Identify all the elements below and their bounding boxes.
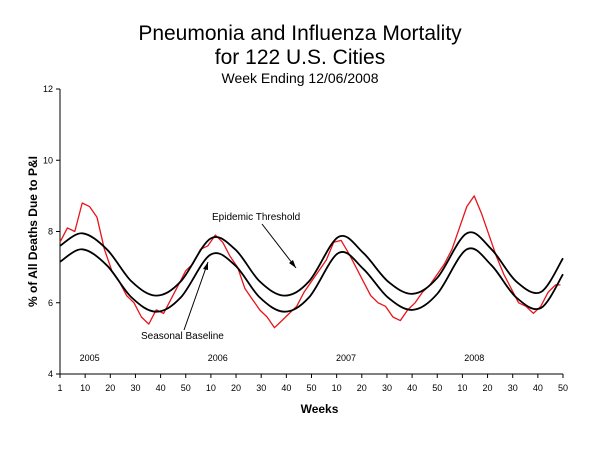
annotation-epidemic-threshold: Epidemic Threshold	[212, 212, 300, 223]
annotation-arrowhead-baseline	[203, 262, 208, 270]
x-tick-label: 10	[457, 383, 467, 393]
chart-axes: 4 6 8 10 12 1 10 20 30 40 50 10 20 30 40 50 10 20 30 40 50 10…	[43, 84, 568, 393]
x-tick-label: 30	[382, 383, 392, 393]
x-tick-label: 20	[231, 383, 241, 393]
x-tick-label: 10	[332, 383, 342, 393]
y-tick-label: 12	[43, 84, 53, 94]
year-label: 2007	[336, 353, 356, 363]
year-label: 2005	[80, 353, 100, 363]
x-tick-label: 50	[181, 383, 191, 393]
chart-subtitle: Week Ending 12/06/2008	[221, 70, 379, 86]
x-tick-label: 40	[156, 383, 166, 393]
y-tick-label: 8	[48, 227, 53, 237]
x-tick-label: 40	[281, 383, 291, 393]
x-tick-label: 30	[256, 383, 266, 393]
x-tick-label: 10	[80, 383, 90, 393]
y-tick-label: 4	[48, 369, 53, 379]
y-tick-label: 10	[43, 155, 53, 165]
x-tick-label: 30	[130, 383, 140, 393]
annotation-arrow-threshold	[261, 223, 297, 269]
chart-title-line2: for 122 U.S. Cities	[214, 46, 386, 69]
x-tick-label: 20	[357, 383, 367, 393]
x-tick-label: 1	[57, 383, 62, 393]
year-label: 2006	[208, 353, 228, 363]
x-tick-label: 50	[432, 383, 442, 393]
x-tick-label: 40	[533, 383, 543, 393]
x-tick-label: 50	[558, 383, 568, 393]
x-tick-label: 10	[206, 383, 216, 393]
series-line-observed	[59, 195, 561, 329]
year-label: 2008	[464, 353, 484, 363]
annotation-arrowhead-threshold	[289, 260, 296, 268]
x-tick-label: 20	[483, 383, 493, 393]
annotation-arrow-baseline	[183, 261, 209, 331]
annotation-seasonal-baseline: Seasonal Baseline	[141, 331, 224, 342]
x-tick-label: 30	[508, 383, 518, 393]
x-tick-label: 50	[306, 383, 316, 393]
y-tick-label: 6	[48, 298, 53, 308]
chart-labels: 2005 2006 2007 2008 Epidemic Threshold Season…	[26, 156, 484, 416]
x-tick-label: 20	[105, 383, 115, 393]
series-line-epidemic-threshold	[59, 231, 564, 297]
series-line-seasonal-baseline	[59, 247, 564, 313]
x-axis-label: Weeks	[301, 402, 339, 416]
y-axis-label: % of All Deaths Due to P&I	[26, 156, 40, 307]
chart-title: Pneumonia and Influenza Mortality	[138, 22, 462, 45]
chart-marks	[59, 195, 564, 329]
x-tick-label: 40	[407, 383, 417, 393]
